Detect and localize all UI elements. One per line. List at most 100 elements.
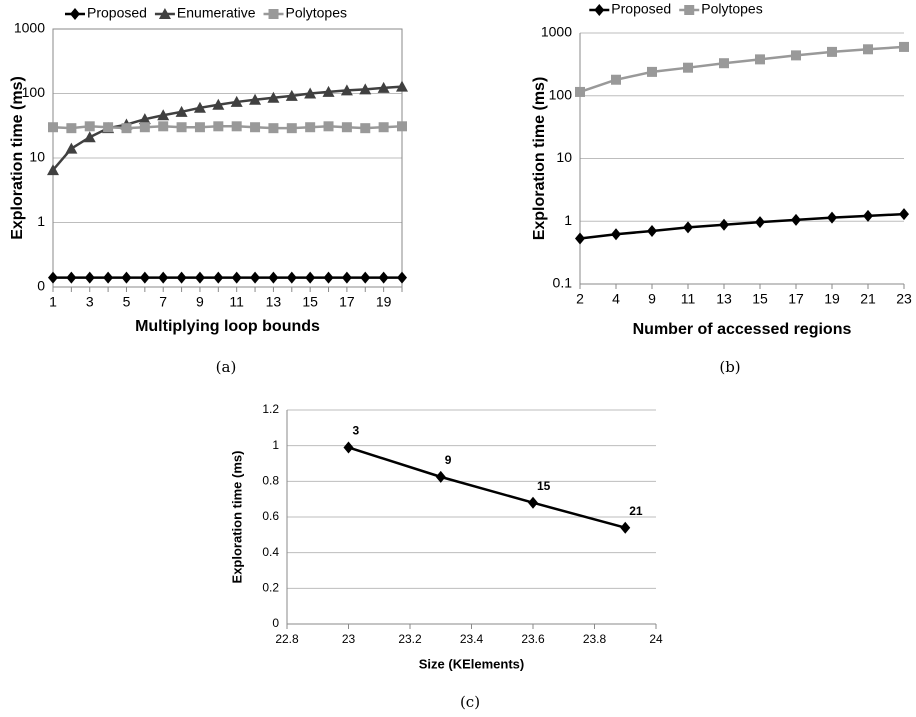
marker [121,123,132,134]
marker [48,122,58,133]
marker [175,105,188,117]
marker [305,122,316,133]
marker [176,122,187,133]
marker [249,93,262,105]
marker [899,41,909,52]
legend-label: Proposed [87,5,147,21]
y-tick-label: 100 [22,84,46,100]
marker [340,84,353,96]
marker [647,224,657,237]
marker [378,122,389,133]
legend-label: Enumerative [177,5,256,21]
marker [84,121,95,132]
marker [83,131,96,143]
y-tick-label: 1 [272,438,279,452]
x-tick-label: 22.8 [275,632,299,646]
y-axis-title: Exploration time (ms) [531,77,548,241]
marker [286,271,297,284]
x-tick-label: 7 [159,294,167,310]
marker [158,271,169,284]
y-tick-label: 1000 [541,24,572,40]
marker [230,95,243,107]
x-tick-label: 19 [824,291,840,307]
marker [827,211,837,224]
marker [69,8,80,20]
marker [285,89,298,101]
marker [268,9,279,19]
marker [323,121,334,132]
marker [139,122,150,133]
marker [343,441,354,454]
marker [176,271,187,284]
x-tick-label: 3 [86,294,94,310]
x-tick-label: 11 [681,291,696,307]
marker [66,123,77,134]
marker [360,123,371,134]
y-tick-label: 1 [564,212,572,228]
x-tick-label: 17 [339,294,355,310]
marker [528,496,538,509]
point-label: 3 [353,424,360,438]
marker [268,271,279,284]
marker [791,50,801,61]
marker [684,5,695,15]
series-line [348,446,626,529]
series-line [579,45,905,94]
point-label: 15 [537,479,551,493]
marker [250,271,261,284]
x-tick-label: 2 [576,291,584,307]
x-tick-label: 23 [342,632,356,646]
x-tick-label: 17 [788,291,804,307]
x-tick-label: 23.4 [460,632,484,646]
marker [103,271,114,284]
point-label: 21 [629,504,643,518]
marker [719,58,729,69]
marker [396,80,408,92]
marker [594,4,605,16]
chart: 0 0.2 0.4 0.6 0.8 1 1.2 22.8 23 23.2 23.4 23.6 23.8 2… [229,402,663,711]
series-line [579,212,905,240]
marker [47,164,59,176]
caption: (a) [216,358,237,376]
y-tick-label: 1 [37,213,45,229]
marker [755,54,765,65]
legend: Proposed Enumerative Polytopes [64,5,347,21]
marker [341,271,352,284]
marker [158,121,169,132]
x-axis-title: Multiplying loop bounds [135,318,320,335]
marker [304,87,317,99]
marker [267,91,280,103]
x-axis-title: Size (KElements) [419,656,524,671]
x-tick-label: 15 [302,294,318,310]
y-axis-title: Exploration time (ms) [9,76,26,240]
y-tick-label: 1.2 [262,402,279,416]
x-tick-label: 9 [648,291,656,307]
x-tick-label: 23.8 [583,632,607,646]
marker [268,123,279,134]
marker [899,208,909,221]
marker [157,109,170,121]
legend-label: Proposed [611,1,671,17]
y-tick-label: 100 [549,86,573,102]
x-tick-label: 19 [376,294,392,310]
marker [827,46,837,57]
marker [359,83,372,95]
y-tick-label: 1000 [14,20,45,36]
marker [575,232,585,245]
y-tick-label: 0.6 [262,509,279,523]
marker [611,74,621,85]
x-tick-label: 21 [860,291,876,307]
marker [48,271,58,284]
y-tick-label: 10 [556,149,572,165]
marker [139,271,150,284]
y-tick-label: 0.4 [262,545,279,559]
marker [719,218,729,231]
x-tick-label: 13 [716,291,732,307]
y-tick-label: 0.2 [262,581,279,595]
marker [213,121,224,132]
y-tick-label: 0 [37,278,45,294]
marker [138,113,151,125]
marker [194,122,205,133]
marker [620,521,631,534]
